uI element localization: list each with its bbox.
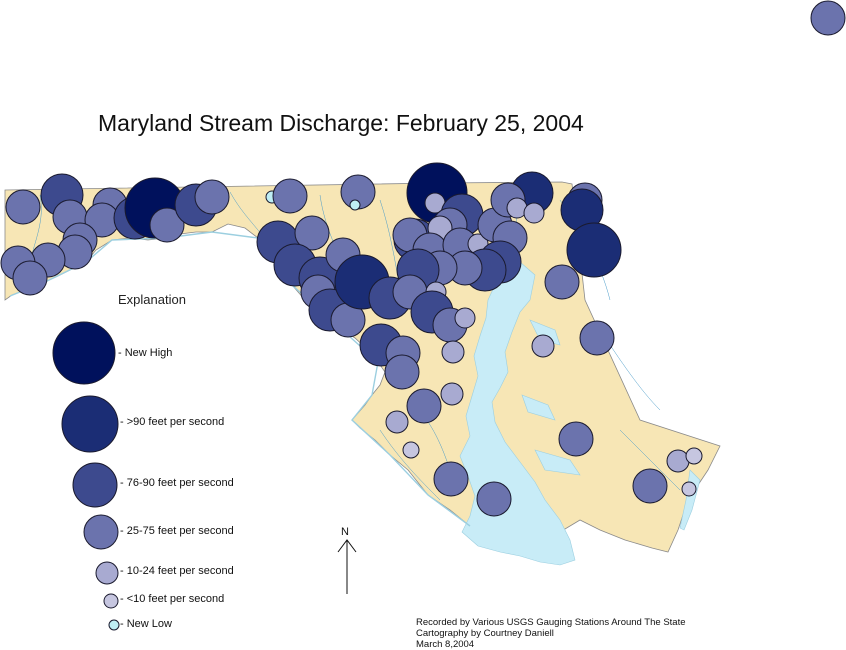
station-marker xyxy=(349,199,361,211)
station-marker xyxy=(632,468,668,504)
legend-swatch-lt10 xyxy=(103,593,119,609)
credits-block: Recorded by Various USGS Gauging Station… xyxy=(416,617,686,650)
station-marker xyxy=(454,307,476,329)
legend-swatch-new-low xyxy=(108,619,120,631)
eastern-shore-inlet xyxy=(529,319,561,346)
credits-line: Cartography by Courtney Daniell xyxy=(416,628,554,639)
legend-label-new-high: - New High xyxy=(118,347,173,359)
station-marker xyxy=(558,421,594,457)
legend-label-new-low: - New Low xyxy=(120,618,172,630)
north-label: N xyxy=(341,526,349,538)
map-title: Maryland Stream Discharge: February 25, … xyxy=(98,110,584,136)
station-marker xyxy=(385,410,409,434)
legend-swatch-25-75 xyxy=(83,514,119,550)
station-marker xyxy=(402,441,420,459)
legend-swatch-10-24 xyxy=(95,561,119,585)
station-markers xyxy=(0,0,846,517)
eastern-shore-inlet xyxy=(534,449,581,476)
station-marker xyxy=(476,481,512,517)
station-marker xyxy=(566,222,622,278)
legend-swatch-76-90 xyxy=(72,462,118,508)
station-marker xyxy=(544,264,580,300)
legend-label-10-24: - 10-24 feet per second xyxy=(120,565,234,577)
station-marker xyxy=(149,207,185,243)
station-marker xyxy=(5,189,41,225)
station-marker xyxy=(531,334,555,358)
station-marker xyxy=(406,388,442,424)
station-marker xyxy=(384,354,420,390)
credits-line: March 8,2004 xyxy=(416,639,475,650)
credits-line: Recorded by Various USGS Gauging Station… xyxy=(416,617,686,628)
station-marker xyxy=(523,202,545,224)
legend-label-lt10: - <10 feet per second xyxy=(120,593,225,605)
legend-swatch-new-high xyxy=(52,321,116,385)
station-marker xyxy=(441,340,465,364)
station-marker xyxy=(685,447,703,465)
legend-label-25-75: - 25-75 feet per second xyxy=(120,525,234,537)
station-marker xyxy=(272,178,308,214)
station-marker xyxy=(12,260,48,296)
station-marker xyxy=(681,481,697,497)
station-marker xyxy=(666,449,690,473)
eastern-shore-inlet xyxy=(521,394,556,421)
station-marker xyxy=(440,382,464,406)
north-arrow xyxy=(337,539,357,594)
station-marker xyxy=(194,179,230,215)
legend-heading: Explanation xyxy=(118,292,186,307)
legend-label-76-90: - 76-90 feet per second xyxy=(120,477,234,489)
station-marker xyxy=(579,320,615,356)
station-marker xyxy=(810,0,846,36)
legend-label-gt90: - >90 feet per second xyxy=(120,416,225,428)
legend-symbols xyxy=(52,321,120,631)
legend-swatch-gt90 xyxy=(61,395,119,453)
station-marker xyxy=(294,215,330,251)
station-marker xyxy=(433,461,469,497)
